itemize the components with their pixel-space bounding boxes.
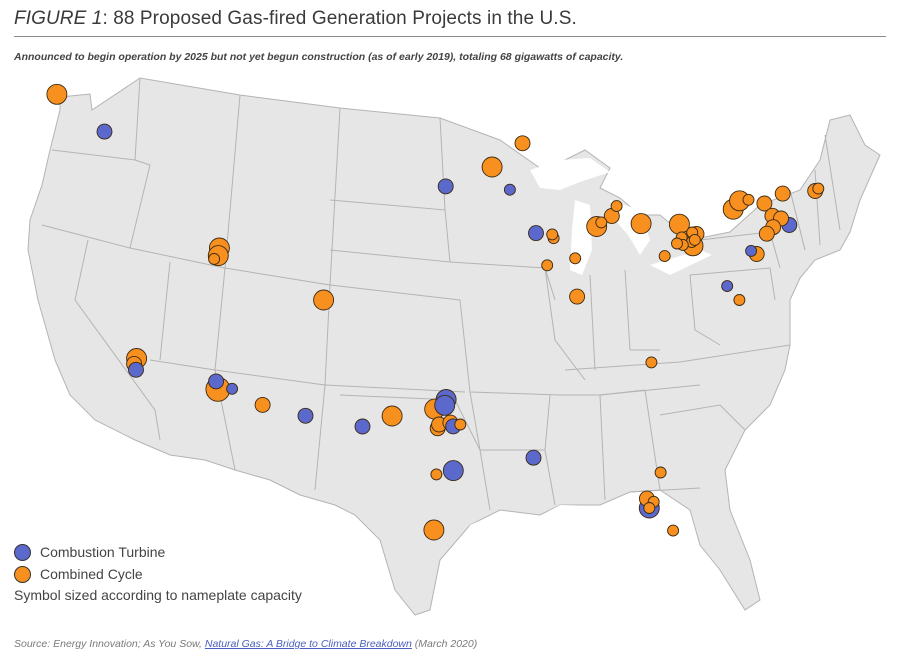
- combined-cycle-marker: [423, 519, 445, 541]
- legend-label: Combined Cycle: [40, 566, 143, 582]
- state-border: [589, 274, 596, 371]
- state-border: [74, 239, 161, 441]
- state-border: [564, 344, 791, 371]
- us-outline: [27, 77, 881, 616]
- state-borders: [41, 77, 841, 511]
- combined-cycle-marker: [454, 418, 467, 431]
- combined-cycle-marker: [481, 156, 503, 178]
- source-suffix: (March 2020): [411, 638, 478, 650]
- combined-cycle-marker: [756, 195, 773, 212]
- combustion-turbine-marker: [745, 244, 758, 257]
- combined-cycle-marker: [758, 225, 775, 242]
- state-border: [41, 159, 151, 249]
- combined-cycle-marker: [514, 135, 531, 152]
- combustion-turbine-marker: [528, 225, 544, 242]
- state-border: [544, 267, 586, 381]
- combined-cycle-marker: [381, 405, 403, 427]
- combustion-turbine-marker: [128, 361, 144, 378]
- combined-cycle-swatch: [14, 565, 31, 583]
- combined-cycle-marker: [541, 259, 554, 272]
- combustion-turbine-swatch: [14, 543, 31, 561]
- state-border: [689, 267, 776, 301]
- legend-note: Symbol sized according to nameplate capa…: [14, 587, 302, 603]
- combustion-turbine-marker: [208, 373, 225, 390]
- combined-cycle-marker: [645, 356, 658, 369]
- title-divider: [14, 36, 886, 37]
- combined-cycle-marker: [774, 185, 791, 202]
- source-link[interactable]: Natural Gas: A Bridge to Climate Breakdo…: [204, 638, 412, 650]
- state-border: [789, 189, 806, 251]
- state-border: [159, 261, 171, 361]
- project-markers: [46, 83, 825, 541]
- state-border: [314, 384, 326, 491]
- combined-cycle-marker: [208, 253, 221, 265]
- gulf-of-mexico: [445, 492, 700, 590]
- combined-cycle-marker: [671, 237, 683, 250]
- state-border: [659, 404, 746, 431]
- combustion-turbine-marker: [525, 449, 542, 466]
- state-border: [814, 169, 821, 246]
- combined-cycle-marker: [812, 182, 825, 195]
- combustion-turbine-marker: [437, 178, 454, 195]
- combined-cycle-marker: [254, 396, 271, 413]
- combustion-turbine-marker: [96, 123, 113, 140]
- combined-cycle-marker: [688, 233, 701, 246]
- state-border: [824, 134, 841, 231]
- state-border: [544, 449, 556, 506]
- legend: Combustion Turbine Combined Cycle Symbol…: [14, 541, 302, 603]
- combined-cycle-marker: [569, 252, 582, 265]
- combined-cycle-marker: [610, 200, 623, 213]
- combustion-turbine-marker: [226, 382, 239, 395]
- combustion-turbine-marker: [503, 183, 516, 196]
- land-mass: [27, 77, 881, 616]
- source-citation: Source: Energy Innovation; As You Sow, N…: [14, 638, 477, 650]
- combined-cycle-marker: [643, 502, 656, 514]
- lake-superior: [530, 158, 610, 190]
- combined-cycle-marker: [733, 294, 746, 306]
- combined-cycle-marker: [742, 193, 755, 206]
- state-border: [629, 487, 701, 493]
- combustion-turbine-marker: [297, 407, 314, 424]
- figure-label: FIGURE 1: [14, 8, 103, 29]
- state-border: [329, 284, 461, 301]
- combustion-turbine-marker: [721, 280, 734, 293]
- source-prefix: Source: Energy Innovation; As You Sow,: [14, 638, 205, 650]
- combined-cycle-marker: [313, 289, 335, 311]
- figure-title: FIGURE 1: 88 Proposed Gas-fired Generati…: [14, 8, 577, 30]
- combustion-turbine-marker: [442, 460, 464, 482]
- combined-cycle-marker: [654, 466, 667, 479]
- legend-item-combined-cycle: Combined Cycle: [14, 563, 302, 585]
- combined-cycle-marker: [569, 288, 586, 305]
- combined-cycle-marker: [630, 213, 652, 235]
- combined-cycle-marker: [595, 216, 608, 229]
- figure-subtitle: Announced to begin operation by 2025 but…: [14, 51, 624, 63]
- combustion-turbine-marker: [354, 418, 371, 435]
- state-border: [689, 274, 721, 346]
- state-border: [624, 269, 660, 351]
- combined-cycle-marker: [667, 524, 680, 537]
- figure-title-text: : 88 Proposed Gas-fired Generation Proje…: [102, 8, 577, 29]
- combined-cycle-marker: [658, 250, 671, 263]
- combustion-turbine-marker: [434, 394, 456, 416]
- combined-cycle-marker: [46, 83, 68, 105]
- combined-cycle-marker: [546, 228, 559, 241]
- lake-erie: [650, 250, 712, 275]
- combined-cycle-marker: [430, 468, 443, 481]
- state-border: [599, 384, 701, 396]
- legend-label: Combustion Turbine: [40, 544, 166, 560]
- legend-item-combustion-turbine: Combustion Turbine: [14, 541, 302, 563]
